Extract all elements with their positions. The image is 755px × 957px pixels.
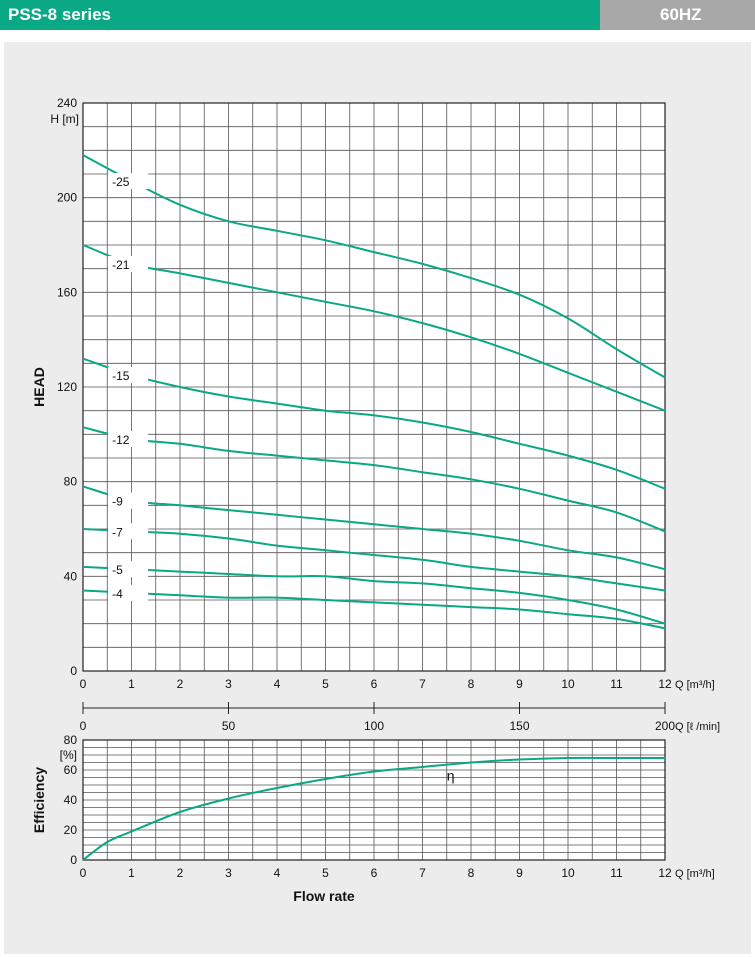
eff-x-tick-label: 0	[80, 866, 87, 880]
head-x-tick-label: 7	[419, 677, 426, 691]
eff-y-tick-label: 0	[70, 853, 77, 867]
eff-y-tick-label: 60	[64, 763, 78, 777]
curve-stage-label: -12	[112, 433, 130, 447]
eff-x-tick-label: 3	[225, 866, 232, 880]
head-y-axis-title: HEAD	[31, 367, 47, 407]
head-x-tick-label: 1	[128, 677, 135, 691]
curve-stage-label: -7	[112, 525, 123, 539]
eff-y-unit: [%]	[60, 748, 77, 762]
lpm-axis-unit: Q [ℓ /min]	[675, 721, 720, 733]
head-curve	[82, 589, 666, 630]
eff-x-tick-label: 11	[610, 866, 623, 880]
eff-plot-border	[82, 739, 666, 861]
eff-y-tick-label: 40	[64, 793, 78, 807]
eff-y-tick-label: 80	[64, 733, 78, 747]
head-y-tick-label: 80	[64, 475, 78, 489]
head-y-tick-label: 240	[57, 96, 77, 110]
head-x-tick-label: 3	[225, 677, 232, 691]
head-curve	[82, 565, 666, 625]
head-y-tick-label: 120	[57, 380, 77, 394]
curve-label-bg	[108, 431, 149, 448]
curve-label-bg	[108, 561, 149, 578]
eff-x-tick-label: 2	[177, 866, 184, 880]
curve-label-bg	[108, 255, 149, 272]
eff-x-tick-label: 1	[128, 866, 135, 880]
header-title-bar: PSS-8 series	[0, 0, 600, 30]
head-curve	[82, 426, 666, 533]
head-x-tick-label: 2	[177, 677, 184, 691]
head-curve	[82, 154, 666, 379]
lpm-tick-label: 150	[509, 719, 529, 733]
curve-stage-label: -5	[112, 563, 123, 577]
lpm-tick-label: 100	[364, 719, 384, 733]
eff-y-axis-title: Efficiency	[31, 767, 47, 833]
head-y-tick-label: 0	[70, 664, 77, 678]
head-x-tick-label: 8	[468, 677, 475, 691]
frequency-label: 60HZ	[660, 5, 702, 24]
series-title: PSS-8 series	[8, 5, 112, 24]
eff-x-tick-label: 7	[419, 866, 426, 880]
head-x-tick-label: 11	[610, 677, 623, 691]
eff-x-tick-label: 12	[658, 866, 672, 880]
efficiency-curve	[82, 756, 665, 861]
curve-label-bg	[108, 367, 149, 384]
curve-stage-label: -4	[112, 587, 123, 601]
head-plot-border	[82, 102, 666, 672]
head-x-tick-label: 6	[371, 677, 378, 691]
curve-label-bg	[108, 492, 149, 509]
eff-x-tick-label: 6	[371, 866, 378, 880]
head-x-tick-label: 12	[658, 677, 672, 691]
head-y-tick-label: 160	[57, 285, 77, 299]
flow-rate-axis-title: Flow rate	[293, 888, 355, 904]
eff-x-tick-label: 4	[274, 866, 281, 880]
lpm-tick-label: 50	[222, 719, 236, 733]
head-y-tick-label: 40	[64, 569, 78, 583]
curve-stage-label: -9	[112, 495, 123, 509]
lpm-tick-label: 0	[80, 719, 87, 733]
head-x-tick-label: 5	[322, 677, 329, 691]
head-curve	[82, 485, 666, 571]
head-x-tick-label: 9	[516, 677, 523, 691]
eff-x-tick-label: 8	[468, 866, 475, 880]
head-y-tick-label: 200	[57, 191, 77, 205]
eff-x-tick-label: 10	[561, 866, 575, 880]
header-frequency-bar: 60HZ	[600, 0, 755, 30]
lpm-tick-label: 200	[655, 719, 675, 733]
eff-x-tick-label: 5	[322, 866, 329, 880]
head-x-tick-label: 10	[561, 677, 575, 691]
head-x-tick-label: 4	[274, 677, 281, 691]
curve-label-bg	[108, 584, 149, 601]
curve-label-bg	[108, 523, 149, 540]
efficiency-curve-label: η	[447, 768, 455, 784]
curve-stage-label: -25	[112, 175, 130, 189]
head-curve	[82, 528, 666, 592]
head-curve	[82, 244, 666, 412]
eff-y-tick-label: 20	[64, 823, 78, 837]
curve-stage-label: -21	[112, 258, 130, 272]
curve-stage-label: -15	[112, 369, 130, 383]
head-y-unit: H [m]	[50, 112, 79, 126]
eff-x-tick-label: 9	[516, 866, 523, 880]
head-x-tick-label: 0	[80, 677, 87, 691]
curve-label-bg	[108, 173, 149, 190]
head-x-unit: Q [m³/h]	[675, 679, 715, 691]
head-curve	[82, 357, 666, 490]
eff-x-unit: Q [m³/h]	[675, 868, 715, 880]
